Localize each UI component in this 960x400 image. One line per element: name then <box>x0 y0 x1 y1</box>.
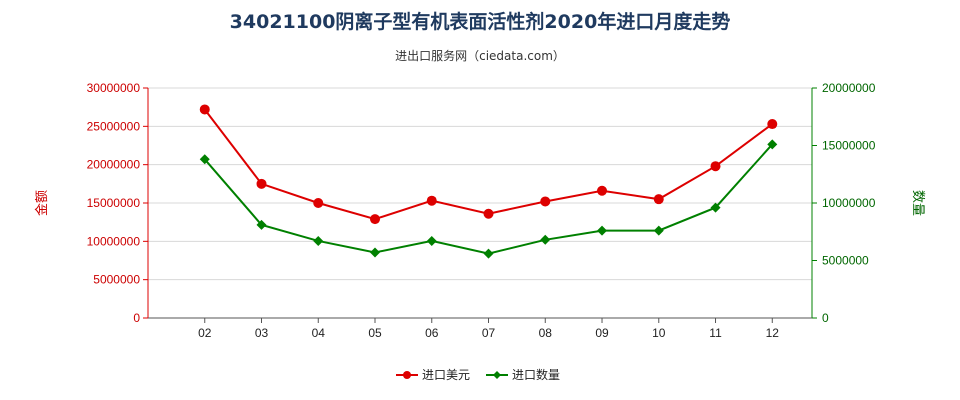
data-point <box>540 196 551 207</box>
y-left-tick-label: 25000000 <box>87 119 141 133</box>
y-left-tick-label: 10000000 <box>87 234 141 248</box>
legend: 进口美元 进口数量 <box>396 367 560 382</box>
x-tick-label: 10 <box>652 326 666 340</box>
data-point <box>199 154 210 165</box>
x-tick-label: 11 <box>709 326 722 340</box>
y-left-tick-label: 0 <box>133 311 140 325</box>
data-point <box>370 214 381 225</box>
x-tick-label: 12 <box>766 326 780 340</box>
data-point <box>426 195 437 206</box>
data-point <box>256 219 267 230</box>
series-1 <box>199 104 778 225</box>
data-point <box>313 235 324 246</box>
data-point <box>256 178 267 189</box>
data-point <box>653 194 664 205</box>
chart-subtitle: 进出口服务网（ciedata.com） <box>395 48 565 63</box>
data-point <box>653 225 664 236</box>
data-point <box>483 208 494 219</box>
series-line <box>203 143 774 255</box>
y-left-tick-label: 15000000 <box>87 196 141 210</box>
axis-layer: 0 5000000 10000000 15000000 20000000 25000000… <box>87 81 876 340</box>
y-right-axis-label: 数量 <box>910 190 925 216</box>
series-2 <box>199 139 778 259</box>
legend-item: 进口美元 <box>396 368 470 382</box>
data-point <box>370 247 381 258</box>
x-tick-label: 05 <box>368 326 382 340</box>
data-point <box>767 119 778 130</box>
legend-marker <box>403 371 411 379</box>
y-left-tick-label: 30000000 <box>87 81 141 95</box>
x-tick-label: 09 <box>595 326 609 340</box>
y-right-tick-label: 0 <box>822 311 829 325</box>
data-point <box>597 185 608 196</box>
series-layer <box>199 104 778 259</box>
x-tick-label: 08 <box>539 326 553 340</box>
legend-label: 进口美元 <box>422 368 470 382</box>
legend-marker <box>493 371 501 379</box>
data-point <box>540 234 551 245</box>
data-point <box>597 225 608 236</box>
grid-layer <box>148 87 812 281</box>
y-left-tick-label: 20000000 <box>87 158 141 172</box>
x-tick-label: 03 <box>255 326 269 340</box>
data-point <box>199 104 210 115</box>
y-right-tick-label: 20000000 <box>822 81 876 95</box>
x-tick-label: 07 <box>482 326 496 340</box>
data-point <box>710 202 721 213</box>
data-point <box>426 235 437 246</box>
y-right-tick-label: 5000000 <box>822 254 869 268</box>
y-right-tick-label: 15000000 <box>822 139 876 153</box>
data-point <box>313 198 324 208</box>
y-left-axis-label: 金额 <box>34 190 50 216</box>
y-left-tick-label: 5000000 <box>93 273 140 287</box>
legend-label: 进口数量 <box>512 367 560 382</box>
y-right-tick-label: 10000000 <box>822 196 876 210</box>
chart-title: 34021100阴离子型有机表面活性剂2020年进口月度走势 <box>230 10 731 33</box>
x-tick-label: 02 <box>198 326 212 340</box>
x-tick-label: 06 <box>425 326 439 340</box>
data-point <box>710 161 721 172</box>
data-point <box>483 248 494 259</box>
data-point <box>767 139 778 150</box>
legend-item: 进口数量 <box>486 367 560 382</box>
x-tick-label: 04 <box>312 326 326 340</box>
